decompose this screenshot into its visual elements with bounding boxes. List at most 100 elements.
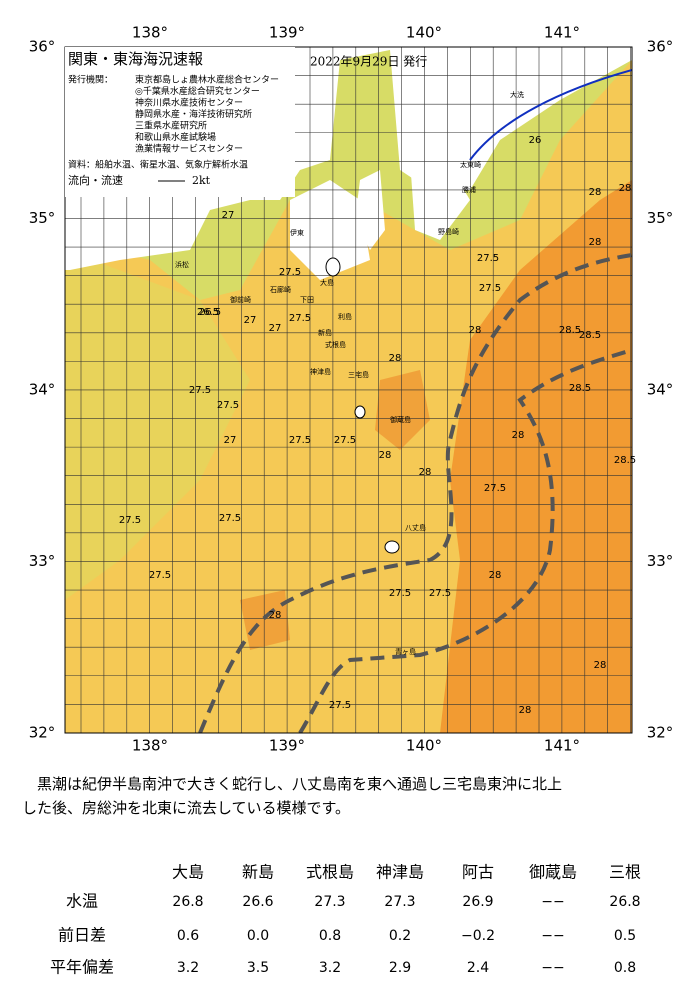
agency: 神奈川県水産技術センター xyxy=(135,97,243,109)
place-name: 伊東 xyxy=(290,228,304,237)
lon-label: 140° xyxy=(406,24,442,42)
agencies-label: 発行機関： xyxy=(68,74,113,86)
cell: 3.2 xyxy=(319,960,341,976)
contour-label: 27.5 xyxy=(119,515,141,526)
lon-label: 141° xyxy=(544,24,580,42)
cell: 0.8 xyxy=(319,928,341,944)
place-name: 八丈島 xyxy=(405,523,426,532)
place-name: 下田 xyxy=(300,296,314,304)
boso-peninsula xyxy=(410,150,470,240)
contour-label: 26.5 xyxy=(199,307,221,318)
island xyxy=(384,540,400,554)
contour-label: 28 xyxy=(519,705,532,716)
lon-label: 139° xyxy=(269,24,305,42)
map-body xyxy=(65,47,632,733)
lon-label: 138° xyxy=(132,737,168,755)
lat-label: 35° xyxy=(29,209,56,227)
column-header: 新島 xyxy=(242,863,274,882)
contour-label: 27.5 xyxy=(189,385,211,396)
lat-label: 34° xyxy=(647,381,674,399)
legend-box xyxy=(65,47,295,197)
cell: −− xyxy=(541,894,564,910)
agency: 東京都島しょ農林水産総合センター xyxy=(135,74,279,86)
place-name: 式根島 xyxy=(325,340,346,349)
lat-label: 32° xyxy=(647,724,674,742)
contour-label: 27.5 xyxy=(334,435,356,446)
cell: 26.8 xyxy=(172,894,203,910)
lon-label: 141° xyxy=(544,737,580,755)
agency: 和歌山県水産試験場 xyxy=(135,131,216,143)
lon-label: 139° xyxy=(269,737,305,755)
contour-label: 28 xyxy=(619,183,632,194)
agency: 静岡県水産・海洋技術研究所 xyxy=(135,108,252,120)
cell: −− xyxy=(541,928,564,944)
place-name: 勝浦 xyxy=(462,185,476,194)
contour-label: 27.5 xyxy=(289,313,311,324)
contour-label: 28.5 xyxy=(614,455,636,466)
cool-water xyxy=(65,250,250,600)
cell: 27.3 xyxy=(384,894,415,910)
contour-label: 28 xyxy=(419,467,432,478)
lat-label: 34° xyxy=(29,381,56,399)
contour-label: 28 xyxy=(389,353,402,364)
contour-label: 27 xyxy=(244,315,257,326)
lon-label: 140° xyxy=(406,737,442,755)
place-name: 大島 xyxy=(320,278,334,287)
contour-label: 27.5 xyxy=(329,700,351,711)
lat-label: 32° xyxy=(29,724,56,742)
contour-label: 28 xyxy=(379,450,392,461)
contour-label: 27 xyxy=(224,435,237,446)
column-header: 御蔵島 xyxy=(529,863,577,882)
sea-map: 関東・東海海況速報 2022年9月29日 発行 発行機関： 東京都島しょ農林水産… xyxy=(29,24,674,755)
warm-water xyxy=(440,180,632,733)
contour-label: 28 xyxy=(589,187,602,198)
cell: −0.2 xyxy=(461,928,495,944)
current xyxy=(469,69,632,161)
place-name: 利島 xyxy=(338,312,352,321)
place-name: 石廊崎 xyxy=(270,285,291,294)
caption-line: した後、房総沖を北東に流去している模様です。 xyxy=(22,799,351,817)
contour-label: 28.5 xyxy=(579,330,601,341)
contour-label: 27.5 xyxy=(279,267,301,278)
lat-label: 36° xyxy=(29,38,56,56)
place-name: 大洗 xyxy=(510,90,524,99)
contour-label: 27 xyxy=(222,210,235,221)
contour-label: 27 xyxy=(269,323,282,334)
contour-label: 27.5 xyxy=(389,588,411,599)
column-header: 大島 xyxy=(172,863,204,882)
cell: 0.2 xyxy=(389,928,411,944)
flow-label: 流向・流速 xyxy=(68,173,123,187)
lat-label: 35° xyxy=(647,209,674,227)
caption: 黒潮は紀伊半島南沖で大きく蛇行し、八丈島南を東へ通過し三宅島東沖に北上 した後、房… xyxy=(22,772,562,820)
sources: 資料：船舶水温、衛星水温、気象庁解析水温 xyxy=(68,159,248,171)
contour-label: 27.5 xyxy=(149,570,171,581)
cell: 26.6 xyxy=(242,894,273,910)
contour-label: 26.5 xyxy=(197,307,219,318)
contour-label: 28.5 xyxy=(569,383,591,394)
contour-label: 27.5 xyxy=(484,483,506,494)
contour-label: 28 xyxy=(489,570,502,581)
contour-label: 28 xyxy=(512,430,525,441)
cell: 2.4 xyxy=(467,960,489,976)
cell: 27.3 xyxy=(314,894,345,910)
contour-label: 28.5 xyxy=(559,325,581,336)
cell: 0.8 xyxy=(614,960,636,976)
place-name: 青ヶ島 xyxy=(395,647,416,656)
cell: 26.8 xyxy=(609,894,640,910)
row-label: 水温 xyxy=(66,892,98,911)
agency: ◎千葉県水産総合研究センター xyxy=(135,85,260,97)
contour-label: 27.5 xyxy=(289,435,311,446)
contour-label: 28 xyxy=(469,325,482,336)
place-name: 御蔵島 xyxy=(390,415,411,424)
cell: 3.5 xyxy=(247,960,269,976)
lat-label: 33° xyxy=(647,552,674,570)
kuroshio-axis xyxy=(298,348,632,733)
column-header: 神津島 xyxy=(376,863,424,882)
contour-label: 27.5 xyxy=(219,513,241,524)
agency: 漁業情報サービスセンター xyxy=(135,143,243,155)
row-label: 前日差 xyxy=(58,926,106,945)
cell: 3.2 xyxy=(177,960,199,976)
place-name: 新島 xyxy=(318,328,332,337)
agency: 三重県水産研究所 xyxy=(135,120,207,132)
